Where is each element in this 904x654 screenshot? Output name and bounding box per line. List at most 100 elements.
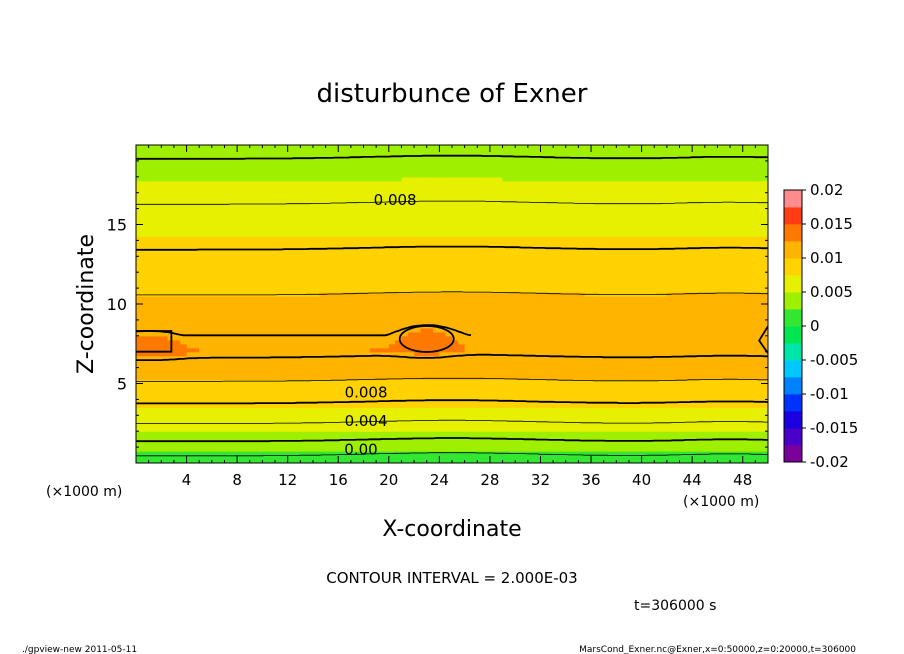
field-cell — [199, 343, 207, 349]
field-cell — [256, 451, 263, 456]
field-cell — [407, 375, 415, 381]
field-cell — [319, 184, 327, 190]
field-cell — [433, 319, 440, 325]
field-cell — [142, 411, 150, 416]
field-cell — [433, 200, 440, 206]
field-cell — [312, 200, 320, 206]
field-cell — [287, 379, 295, 385]
field-cell — [325, 379, 333, 385]
field-cell — [502, 264, 510, 269]
field-cell — [369, 375, 377, 381]
field-cell — [154, 379, 162, 385]
field-cell — [445, 204, 453, 210]
field-cell — [249, 248, 257, 253]
field-cell — [199, 192, 207, 198]
field-cell — [237, 423, 245, 428]
field-cell — [414, 240, 421, 245]
field-cell — [161, 256, 169, 261]
field-cell — [376, 403, 384, 408]
field-cell — [218, 407, 226, 412]
field-cell — [205, 391, 213, 397]
field-cell — [256, 304, 263, 309]
field-cell — [256, 359, 263, 365]
field-cell — [331, 447, 339, 452]
field-cell — [477, 148, 485, 154]
field-cell — [275, 323, 282, 329]
field-cell — [521, 447, 529, 452]
field-cell — [312, 196, 320, 202]
field-cell — [388, 248, 396, 253]
field-cell — [489, 212, 497, 218]
field-cell — [331, 347, 339, 353]
field-cell — [433, 304, 440, 309]
field-cell — [376, 431, 384, 436]
field-cell — [154, 415, 162, 420]
field-cell — [218, 447, 226, 452]
field-cell — [186, 435, 194, 440]
field-cell — [281, 252, 289, 257]
field-cell — [363, 407, 371, 412]
field-cell — [376, 228, 384, 234]
field-cell — [218, 236, 226, 242]
field-cell — [363, 192, 371, 198]
field-cell — [420, 331, 428, 337]
field-cell — [243, 331, 251, 337]
field-cell — [186, 160, 194, 166]
field-cell — [211, 248, 219, 253]
field-cell — [262, 363, 270, 369]
field-cell — [357, 292, 365, 297]
field-cell — [218, 240, 226, 245]
field-cell — [369, 443, 377, 448]
field-cell — [192, 152, 200, 158]
field-cell — [483, 204, 491, 210]
field-cell — [344, 379, 352, 385]
field-cell — [287, 335, 295, 341]
field-cell — [502, 240, 510, 245]
field-cell — [458, 455, 466, 460]
field-cell — [281, 339, 289, 345]
field-cell — [439, 395, 447, 400]
field-cell — [237, 188, 245, 194]
field-cell — [363, 172, 371, 178]
field-cell — [363, 236, 371, 242]
field-cell — [414, 307, 421, 313]
field-cell — [350, 307, 358, 313]
field-cell — [483, 164, 491, 170]
field-cell — [262, 447, 270, 452]
field-cell — [300, 443, 308, 448]
field-cell — [401, 228, 409, 234]
field-cell — [464, 212, 472, 218]
field-cell — [199, 188, 207, 194]
field-cell — [281, 403, 289, 408]
field-cell — [319, 387, 327, 393]
field-cell — [192, 296, 200, 301]
field-cell — [211, 276, 219, 281]
field-cell — [515, 268, 523, 273]
field-cell — [369, 343, 377, 349]
field-cell — [401, 196, 409, 202]
field-cell — [483, 375, 491, 381]
field-cell — [224, 431, 232, 436]
field-cell — [306, 248, 314, 253]
field-cell — [433, 403, 440, 408]
field-cell — [167, 451, 175, 456]
field-cell — [148, 268, 156, 273]
field-cell — [192, 276, 200, 281]
field-cell — [407, 371, 415, 377]
field-cell — [237, 240, 245, 245]
field-cell — [369, 327, 377, 333]
field-cell — [218, 216, 226, 222]
field-cell — [142, 196, 150, 202]
field-cell — [382, 145, 390, 150]
field-cell — [439, 331, 447, 337]
field-cell — [218, 256, 226, 261]
field-cell — [407, 156, 415, 162]
field-cell — [369, 244, 377, 249]
field-cell — [148, 323, 156, 329]
field-cell — [325, 180, 333, 186]
field-cell — [287, 180, 295, 186]
field-cell — [211, 264, 219, 269]
field-cell — [205, 204, 213, 210]
field-cell — [256, 232, 263, 238]
field-cell — [420, 204, 428, 210]
